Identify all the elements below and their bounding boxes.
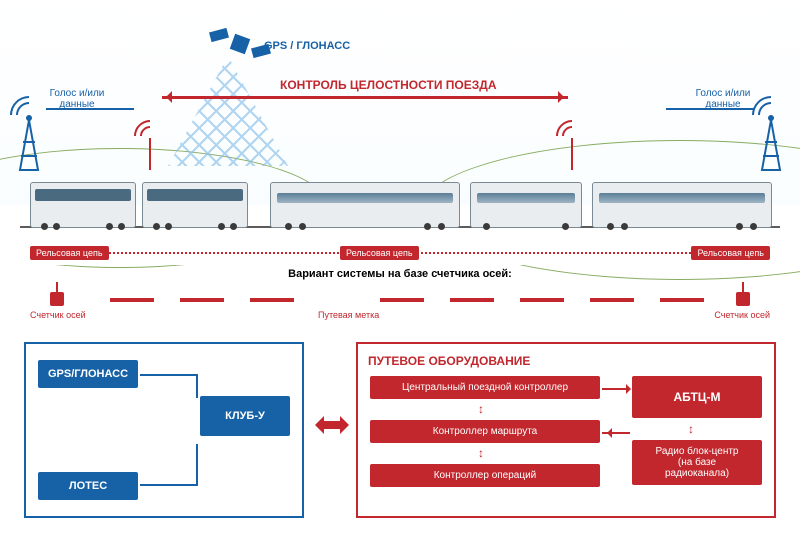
diagram-canvas: GPS / ГЛОНАСС Голос и/или данные Голос и… xyxy=(0,0,800,536)
voice-data-label: Голос и/или данные xyxy=(42,88,112,110)
trackside-panel: ПУТЕВОЕ ОБОРУДОВАНИЕ Центральный поездно… xyxy=(356,342,776,518)
lotes-box: ЛОТЕС xyxy=(38,472,138,500)
rail-circuit-chip: Рельсовая цепь xyxy=(30,246,109,260)
ctrl-route-box: Контроллер маршрута xyxy=(370,420,600,443)
gps-box: GPS/ГЛОНАСС xyxy=(38,360,138,388)
axle-counter-label: Счетчик осей xyxy=(714,310,770,320)
axle-row: Счетчик осей Путевая метка Счетчик осей xyxy=(30,284,770,324)
rail-circuit-row: Рельсовая цепь Рельсовая цепь Рельсовая … xyxy=(30,244,770,264)
antenna-icon xyxy=(140,130,160,170)
satellite-label: GPS / ГЛОНАСС xyxy=(264,40,350,52)
klub-box: КЛУБ-У xyxy=(200,396,290,436)
train xyxy=(30,174,780,228)
rail-circuit-chip: Рельсовая цепь xyxy=(340,246,419,260)
satellite-icon xyxy=(210,26,270,66)
bidirectional-arrow-icon xyxy=(314,416,350,434)
track-tag-label: Путевая метка xyxy=(318,310,379,320)
axle-counter-label: Счетчик осей xyxy=(30,310,86,320)
rail-circuit-chip: Рельсовая цепь xyxy=(691,246,770,260)
integrity-label: КОНТРОЛЬ ЦЕЛОСТНОСТИ ПОЕЗДА xyxy=(280,78,497,92)
onboard-panel: GPS/ГЛОНАСС КЛУБ-У ЛОТЕС xyxy=(24,342,304,518)
axle-system-title: Вариант системы на базе счетчика осей: xyxy=(0,268,800,280)
link-line xyxy=(46,108,134,110)
radio-box: Радио блок-центр (на базе радиоканала) xyxy=(632,440,762,485)
voice-data-label: Голос и/или данные xyxy=(688,88,758,110)
ctrl-ops-box: Контроллер операций xyxy=(370,464,600,487)
link-line xyxy=(666,108,754,110)
ctrl-train-box: Центральный поездной контроллер xyxy=(370,376,600,399)
abtc-box: АБТЦ-М xyxy=(632,376,762,418)
trackside-title: ПУТЕВОЕ ОБОРУДОВАНИЕ xyxy=(368,354,764,368)
integrity-bar xyxy=(162,96,568,99)
tower-icon xyxy=(756,112,786,172)
antenna-icon xyxy=(562,130,582,170)
tower-icon xyxy=(14,112,44,172)
